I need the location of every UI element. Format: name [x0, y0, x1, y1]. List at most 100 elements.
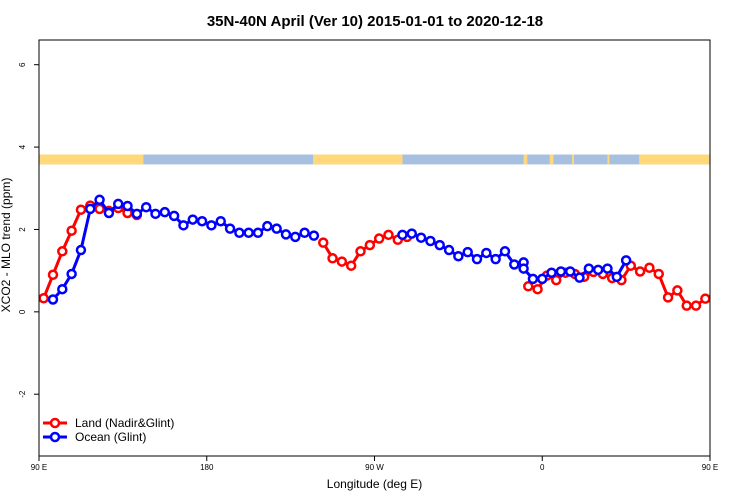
series-1-point [271, 223, 282, 234]
x-tick-label: 90 E [702, 463, 718, 472]
land-band-segment-5 [607, 154, 610, 165]
series-1-point [527, 273, 539, 285]
legend-label-0: Land (Nadir&Glint) [75, 416, 174, 430]
series-1-point [196, 215, 208, 227]
legend-marker-1 [49, 431, 61, 443]
series-1-line-3 [729, 201, 750, 300]
series-0-point [39, 293, 49, 304]
series-0-point [523, 281, 534, 292]
series-1-point [490, 253, 501, 265]
series-0-point [729, 247, 737, 255]
series-0-point [550, 274, 562, 286]
series-1-point [224, 223, 236, 234]
series-1-point [122, 200, 133, 212]
series-1-point [583, 263, 595, 274]
series-0-point [47, 269, 59, 281]
surface-type-band [39, 154, 710, 165]
series-1-point [252, 227, 264, 239]
chart-title: 35N-40N April (Ver 10) 2015-01-01 to 202… [207, 13, 543, 30]
series-0-point [634, 266, 646, 277]
x-tick-label: 90 E [31, 463, 47, 472]
series-1-point [243, 227, 254, 239]
x-tick-label: 180 [200, 463, 214, 472]
series-1-point [592, 264, 604, 276]
land-band-segment-0 [39, 154, 144, 165]
series-0-point [336, 256, 348, 267]
series-1-point [206, 220, 217, 231]
series-0-point [345, 260, 357, 271]
y-tick-label: 2 [18, 227, 27, 232]
series-1-point [290, 231, 301, 243]
series-0-point [532, 283, 543, 295]
series-1-point [425, 235, 436, 247]
series-1-point [518, 263, 529, 274]
series-0-point [75, 204, 87, 215]
series-0-point [662, 292, 674, 303]
series-0-point [383, 229, 394, 241]
series-1-point [443, 244, 455, 256]
legend-label-1: Ocean (Glint) [75, 430, 146, 444]
series-0-point [720, 270, 728, 278]
series-1-point [66, 268, 77, 280]
series-1-point [743, 197, 750, 205]
series-1-point [734, 295, 742, 303]
series-1-point [415, 232, 427, 243]
series-1-point [537, 273, 548, 285]
series-0-point [327, 253, 338, 264]
series-layer [39, 194, 750, 311]
series-0-point [690, 300, 702, 311]
series-1-point [481, 247, 492, 259]
y-axis-ticks: -2 0 2 4 6 [18, 62, 39, 398]
series-0-point [709, 292, 710, 297]
x-tick-label: 0 [540, 463, 545, 472]
series-1-point [262, 220, 273, 232]
land-band-segment-1 [312, 154, 403, 165]
series-1-point [234, 227, 245, 239]
series-1-point [47, 294, 59, 305]
series-1-point [406, 228, 418, 239]
land-band-segment-6 [639, 154, 710, 165]
series-1-point [168, 210, 180, 222]
series-1-point [462, 246, 473, 258]
series-1-point [499, 246, 511, 257]
series-1-point [564, 266, 576, 277]
y-axis-label: XCO2 - MLO trend (ppm) [0, 178, 13, 313]
series-0-point [373, 233, 385, 244]
series-1-point [546, 267, 557, 278]
series-1-point [187, 214, 199, 225]
y-tick-label: 6 [18, 62, 27, 67]
y-tick-label: 4 [18, 144, 27, 149]
series-1-point [140, 201, 152, 213]
series-1-point [103, 207, 115, 219]
series-1-point [602, 263, 613, 274]
series-1-point [611, 271, 623, 283]
series-0-point [66, 225, 77, 236]
y-tick-label: -2 [18, 390, 27, 398]
land-band-segment-3 [549, 154, 554, 165]
series-1-point [434, 239, 445, 251]
series-1-point [150, 208, 161, 220]
y-tick-label: 0 [18, 309, 27, 314]
series-1-point [299, 227, 310, 239]
series-0-point [317, 237, 329, 248]
series-1-point [57, 283, 68, 295]
series-1-point [471, 253, 483, 265]
series-1-point [453, 250, 464, 262]
series-1-point [308, 230, 320, 241]
series-1-point [215, 215, 226, 227]
land-band-segment-2 [523, 154, 528, 165]
series-0-line-2 [527, 264, 710, 308]
land-band-segment-4 [572, 154, 574, 165]
plot-frame [38, 39, 711, 457]
series-1-point [112, 198, 124, 210]
series-0 [39, 200, 737, 311]
x-axis-label: Longitude (deg E) [327, 477, 422, 491]
series-1 [47, 194, 750, 305]
series-1-point [725, 285, 733, 293]
series-1-point [131, 208, 143, 220]
series-0-point [57, 246, 68, 257]
series-1-point [509, 259, 520, 270]
series-1-point [574, 272, 585, 283]
series-0-point [672, 285, 683, 296]
